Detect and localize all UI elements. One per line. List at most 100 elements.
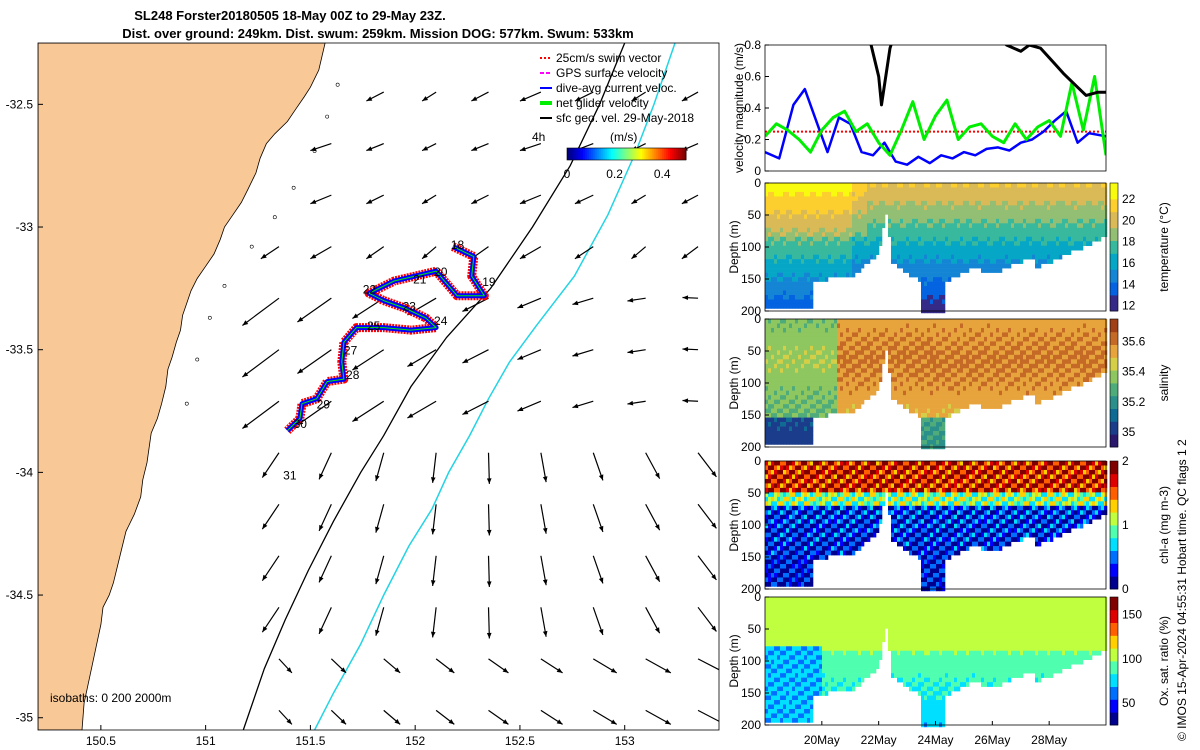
section-cell — [1089, 236, 1093, 242]
section-cell — [918, 236, 922, 242]
section-cell — [1050, 354, 1054, 360]
section-cell — [984, 345, 988, 351]
section-cell — [966, 218, 970, 224]
section-cell — [960, 368, 964, 374]
section-cell — [1071, 323, 1075, 329]
section-cell — [774, 413, 778, 418]
section-cell — [846, 399, 850, 405]
colorbar-cell — [658, 148, 661, 160]
section-cell — [813, 187, 817, 193]
section-cell — [942, 200, 946, 206]
section-cell — [930, 426, 934, 432]
day-label: 30 — [294, 417, 308, 431]
section-cell — [810, 422, 814, 427]
section-cell — [1038, 323, 1042, 329]
section-cell — [834, 323, 838, 329]
section-cell — [1032, 336, 1036, 342]
section-cell — [939, 319, 943, 324]
section-cell — [837, 390, 841, 396]
section-cell — [861, 241, 865, 247]
section-cell — [792, 341, 796, 347]
section-cell — [846, 218, 850, 224]
section-cell — [783, 408, 787, 414]
section-cell — [780, 281, 784, 287]
section-cell — [1050, 200, 1054, 206]
section-cell — [1071, 368, 1075, 374]
section-cell — [831, 236, 835, 242]
section-cell — [849, 187, 853, 193]
section-cell — [969, 263, 973, 269]
section-cell — [894, 390, 898, 396]
section-cell — [1053, 341, 1057, 347]
quiver-arrowhead — [598, 525, 604, 532]
section-cell — [858, 232, 862, 238]
section-cell — [873, 236, 877, 242]
section-cell — [975, 381, 979, 387]
colorbar-cell — [1110, 215, 1118, 219]
section-cell — [1062, 319, 1066, 324]
section-cell — [990, 191, 994, 197]
section-cell — [1053, 187, 1057, 193]
section-cell — [903, 359, 907, 365]
section-cell — [804, 350, 808, 356]
section-cell — [852, 399, 856, 405]
section-cell — [990, 268, 994, 273]
section-cell — [942, 232, 946, 238]
colorbar-cell — [1110, 183, 1118, 187]
section-cell — [774, 214, 778, 220]
section-cell — [948, 332, 952, 338]
section-cell — [879, 183, 883, 188]
section-cell — [948, 381, 952, 387]
section-cell — [942, 426, 946, 432]
section-cell — [768, 277, 772, 282]
section-cell — [942, 272, 946, 278]
section-cell — [1086, 236, 1090, 242]
section-cell — [840, 259, 844, 264]
section-cell — [897, 327, 901, 333]
section-cell — [915, 227, 919, 233]
section-cell — [930, 286, 934, 291]
section-cell — [984, 214, 988, 220]
section-cell — [867, 395, 871, 400]
section-cell — [840, 214, 844, 220]
section-cell — [930, 381, 934, 387]
section-cell — [789, 286, 793, 291]
section-cell — [789, 426, 793, 432]
section-cell — [987, 359, 991, 365]
section-cell — [906, 372, 910, 378]
section-cell — [768, 345, 772, 351]
section-cell — [999, 323, 1003, 329]
section-cell — [1017, 214, 1021, 220]
section-cell — [822, 232, 826, 238]
section-cell — [1077, 187, 1081, 193]
section-cell — [942, 345, 946, 351]
section-cell — [1101, 209, 1105, 215]
section-cell — [810, 196, 814, 202]
section-cell — [936, 372, 940, 378]
section-cell — [798, 422, 802, 427]
section-cell — [891, 377, 895, 383]
section-cell — [1068, 354, 1072, 360]
quiver-arrowhead — [486, 632, 492, 639]
section-cell — [1080, 187, 1084, 193]
section-cell — [837, 381, 841, 387]
section-cell — [1011, 227, 1015, 233]
section-cell — [822, 350, 826, 356]
section-cell — [945, 395, 949, 400]
section-cell — [975, 187, 979, 193]
section-cell — [990, 205, 994, 211]
section-cell — [1038, 395, 1042, 400]
section-cell — [1047, 359, 1051, 365]
section-cell — [795, 435, 799, 441]
section-cell — [1023, 350, 1027, 356]
section-cell — [849, 377, 853, 383]
section-cell — [822, 214, 826, 220]
section-cell — [846, 332, 850, 338]
section-cell — [1077, 345, 1081, 351]
section-cell — [768, 377, 772, 383]
section-cell — [771, 263, 775, 269]
section-cell — [987, 336, 991, 342]
section-cell — [876, 345, 880, 351]
section-cell — [966, 372, 970, 378]
section-cell — [816, 354, 820, 360]
